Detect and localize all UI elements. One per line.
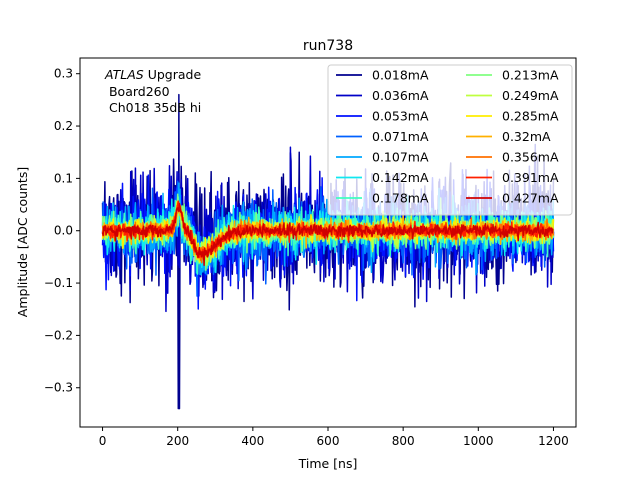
y-tick-label: −0.2 [44, 328, 73, 342]
x-tick-label: 600 [317, 434, 340, 448]
x-tick-label: 200 [166, 434, 189, 448]
legend-label: 0.107mA [372, 150, 429, 165]
y-tick-label: −0.1 [44, 276, 73, 290]
legend-label: 0.249mA [502, 88, 559, 103]
axes: 0 200 400 600 800 1000 1200−0.3−0.2−0.10.00.10… [44, 57, 577, 448]
legend-label: 0.391mA [502, 170, 559, 185]
legend-label: 0.142mA [372, 170, 429, 185]
legend-label: 0.32mA [502, 129, 551, 144]
series-line [101, 203, 554, 266]
legend-label: 0.071mA [372, 129, 429, 144]
y-axis-label: Amplitude [ADC counts] [15, 167, 30, 317]
annotation-line-2: Board260 [105, 84, 170, 99]
x-tick-label: 400 [241, 434, 264, 448]
annotation-upgrade: Upgrade [144, 67, 202, 82]
legend-label: 0.036mA [372, 88, 429, 103]
legend-label: 0.018mA [372, 68, 429, 83]
y-tick-label: 0.0 [54, 224, 73, 238]
y-tick-label: 0.3 [54, 67, 73, 81]
legend-label: 0.178mA [372, 191, 429, 206]
legend-label: 0.427mA [502, 191, 559, 206]
legend-label: 0.213mA [502, 68, 559, 83]
annotation: ATLAS Upgrade Board260 Ch018 35dB hi [104, 67, 201, 115]
x-tick-label: 1200 [538, 434, 569, 448]
y-tick-label: 0.1 [54, 171, 73, 185]
legend-label: 0.285mA [502, 109, 559, 124]
x-tick-label: 800 [392, 434, 415, 448]
x-tick-label: 0 [99, 434, 107, 448]
legend-label: 0.356mA [502, 150, 559, 165]
legend-box [327, 64, 573, 216]
x-axis-label: Time [ns] [298, 456, 358, 471]
y-tick-label: −0.3 [44, 381, 73, 395]
annotation-line-1: ATLAS Upgrade [104, 67, 201, 82]
legend: 0.018mA 0.036mA 0.053mA 0.071mA 0.107mA 0.142… [327, 64, 573, 216]
legend-label: 0.053mA [372, 109, 429, 124]
x-tick-label: 1000 [463, 434, 494, 448]
chart-title: run738 [303, 38, 353, 54]
annotation-line-3: Ch018 35dB hi [105, 100, 201, 115]
y-tick-label: 0.2 [54, 119, 73, 133]
annotation-atlas: ATLAS [104, 67, 144, 82]
